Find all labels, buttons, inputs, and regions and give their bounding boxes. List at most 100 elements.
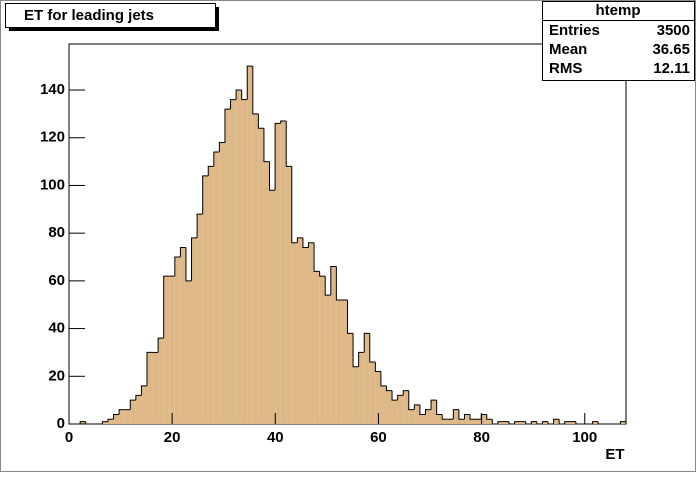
bar [408,409,415,424]
bar-outline [547,421,554,425]
bar [163,276,170,424]
bar [458,419,465,424]
bar-outline [402,390,409,396]
bar-outline [397,394,404,401]
bar-outline [107,418,114,422]
bar-outline [118,409,125,415]
bar [620,421,626,424]
bar-outline [419,404,426,415]
bar-outline [313,242,320,272]
chart-title: ET for leading jets [24,7,154,24]
bar [531,421,537,424]
bar [174,257,181,424]
bar-outline [280,120,287,124]
bar-outline [408,390,415,411]
bar-outline [185,247,192,282]
bar-outline [207,165,214,176]
bar-outline [274,122,281,191]
title-box [5,3,216,28]
bar [347,333,354,424]
bar [447,419,454,424]
y-tick-label: 20 [48,367,65,384]
bar [107,419,114,424]
bar-outline [213,151,220,167]
x-tick-label: 20 [164,429,181,446]
bar-outline [140,385,147,396]
bar [263,161,270,425]
bar [247,66,253,424]
bar [291,242,298,424]
stats-value: 12.11 [653,60,690,77]
bar-outline [369,333,376,363]
stats-label: Entries [549,22,600,39]
bar [514,421,521,424]
bar-outline [302,237,309,248]
bar [219,142,225,424]
stats-value: 36.65 [652,41,690,58]
bar-outline [146,351,153,386]
x-tick-label: 40 [267,429,284,446]
bar-outline [257,113,264,129]
bar [213,152,220,425]
bar-outline [218,142,225,153]
x-tick-label: 60 [370,429,387,446]
bar-outline [363,332,370,353]
bar [146,352,153,424]
bar [185,280,192,424]
stats-name: htemp [596,2,641,19]
bar-outline [564,421,571,424]
bar-outline [558,419,565,425]
bar [369,361,376,424]
bar [503,421,510,424]
bar [197,214,203,424]
bar-outline [541,421,549,424]
bar [570,421,576,424]
bar-outline [347,299,354,334]
bar [475,419,482,424]
y-tick-label: 60 [48,272,65,289]
bar-outline [514,421,521,424]
bar [141,385,147,424]
bar-outline [174,256,181,277]
bar-outline [79,421,86,424]
bar-outline [285,121,292,167]
bar-outline [553,418,560,424]
bar [486,419,493,424]
bar [119,409,125,424]
bar [542,421,549,424]
bar-outline [101,421,108,424]
stats-value: 3500 [657,22,690,39]
bar [191,237,198,424]
x-tick-label: 0 [65,429,73,446]
bar [124,409,131,424]
bar-outline [486,414,493,420]
bar [392,400,398,424]
y-tick-label: 40 [48,320,65,337]
bar-outline [530,421,537,424]
y-tick-label: 100 [40,176,65,193]
bar-outline [135,394,142,401]
bar-outline [235,89,242,100]
bar-outline [536,421,543,425]
bar [397,395,404,424]
bar-outline [619,421,627,424]
y-tick-label: 120 [40,129,65,146]
bar-outline [452,409,459,420]
bar-outline [463,413,471,420]
bar [336,299,342,424]
bar [319,276,326,424]
x-axis-label: ET [605,446,624,463]
bar [241,99,248,425]
bar [314,271,320,424]
bar [202,175,209,424]
bar [308,242,315,424]
bar [330,266,337,424]
bar [364,333,370,424]
bar [481,414,487,424]
bar [592,421,599,424]
bar-outline [374,361,381,373]
bar-outline [358,351,365,367]
bar-outline [391,390,398,401]
stats-box [542,1,695,81]
bar [152,352,159,424]
